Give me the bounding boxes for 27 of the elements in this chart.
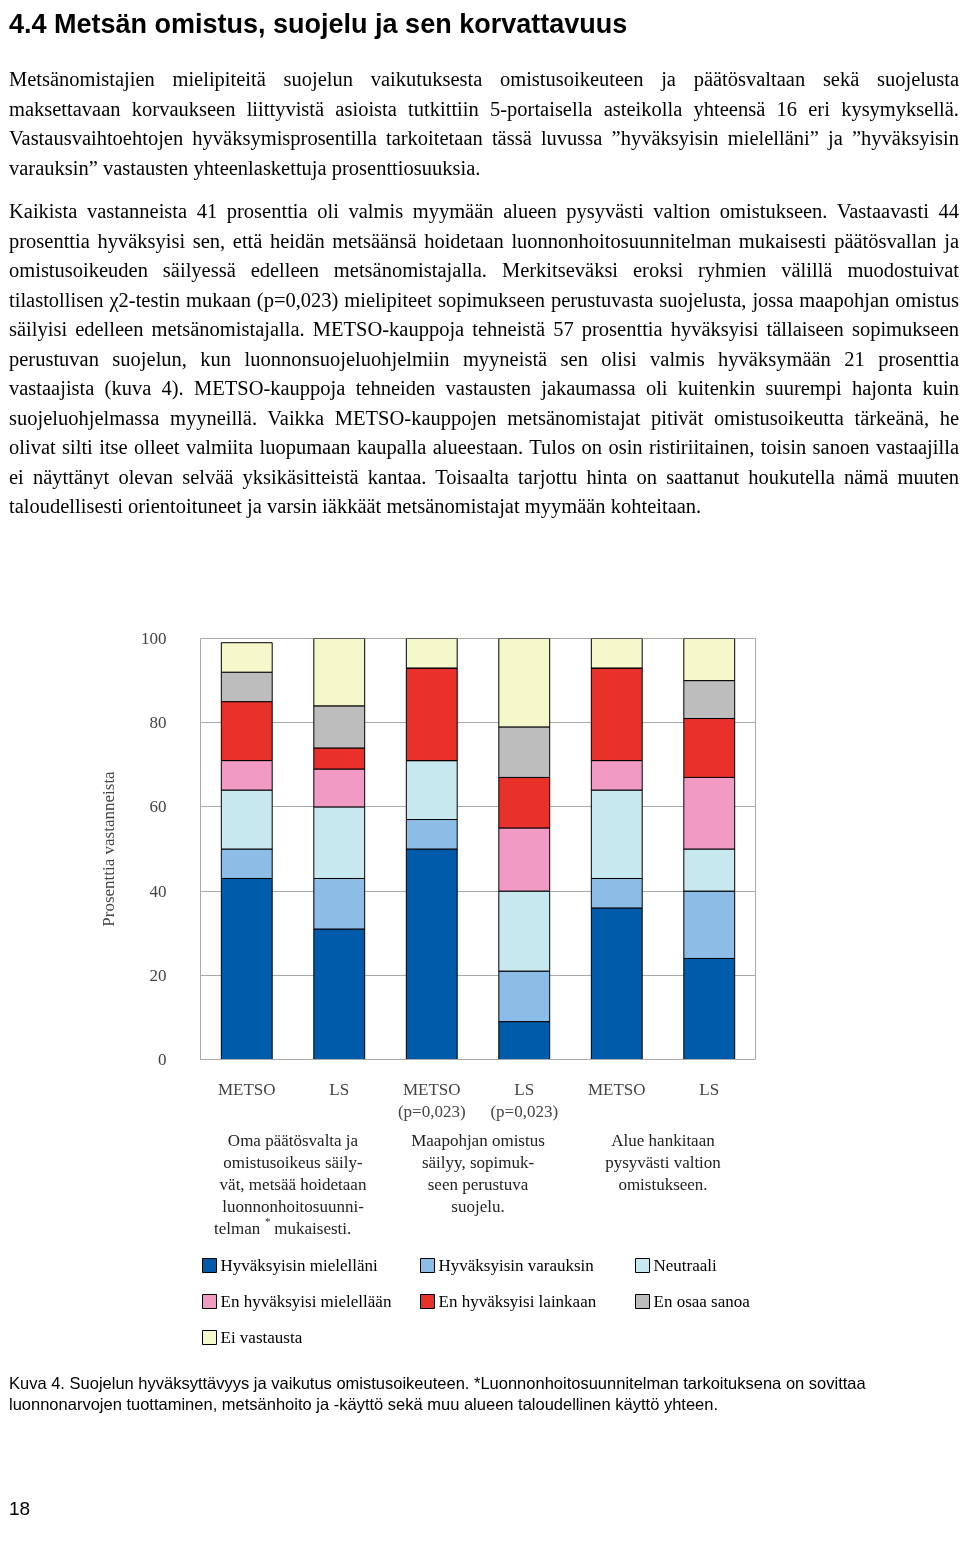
text: Metsänomistajien mielipiteitä suojelun vaikutuksesta omistusoikeuteen ja päätösvaltaan sekä suojelusta maksettavaan korvaukseen liittyvistä asioista tutkittiin 5-portaisella asteikolla yhteensä 16 eri kysymyksellä. Vastausvaihtoehtojen hyväksymisprosentilla tarkoitetaan tässä luvussa ”hyväksyisin mielelläni” ja ”hyväksyisin varauksin” vastausten yhteenlaskettuja prosenttiosuuksia. Kaikista vastanneista 41 prosenttia oli valmis myymään alueen pysyvästi valtion omistukseen. Vastaavasti 44 prosenttia hyväksyisi sen, että heidän metsäänsä hoidetaan luonnonhoitosuunnitelman mukaisesti päätösvallan ja omistusoikeuden säilyessä edelleen metsänomistajalla. Merkitseväksi eroksi ryhmien välillä muodostuivat tilastollisen χ2-testin mukaan (p=0,023) mielipiteet sopimukseen perustuvasta suojelusta, jossa maapohjan omistus säilyisi edelleen metsänomistajalla. METSO-kauppoja tehneistä 57 prosenttia hyväksyisi tällaiseen sopimukseen perustuvan suojelun, kun luonnonsuojeluohjelmiin myyneistä sen olisi valmis hyväksymään 21 prosenttia vastaajista (kuva 4). METSO-kauppoja tehneiden vastausten jakaumassa oli kuitenkin suurempi hajonta kuin suojeluohjelmassa myyneillä. Vaikka METSO-kauppojen metsänomistajat pitivät omistusoikeutta tärkeänä, he olivat silti itse olleet valmiita luopumaan kaupalla alueestaan. Tulos on osin ristiriitainen, toisin sanoen vastaajilla ei näyttänyt olevan selvää yksikäsitteistä kantaa. Toisaalta tarjottu hinta on saattanut houkutella nämä muuten taloudellisesti orientoituneet ja varsin iäkkäät metsänomistajat myymään kohteitaan. — [9, 68, 959, 517]
text: Alue hankitaan pysyvästi valtion omistukseen. — [605, 1130, 722, 1194]
y-tick-label: 60 — [149, 797, 167, 817]
legend-label: Ei vastausta — [220, 1328, 303, 1347]
y-tick-label: 0 — [158, 1050, 167, 1069]
x-tick-label: LS — [699, 1079, 720, 1099]
legend-label: En osaa sanoa — [653, 1292, 751, 1311]
y-tick-label: 80 — [149, 713, 167, 733]
legend-label: Hyväksyisin mielelläni — [220, 1256, 378, 1275]
y-tick-label: 100 — [141, 629, 167, 648]
x-tick-label: METSO — [217, 1079, 276, 1099]
x-tick-label: LS (p=0,023) — [490, 1079, 559, 1122]
chart-title: 4.4 Metsän omistus, suojelu ja sen korvattavuus — [9, 8, 628, 41]
text: Maapohjan omistus säilyy, sopimuk- seen perustuva suojelu. — [411, 1130, 545, 1216]
y-tick-label: 20 — [149, 965, 167, 985]
legend-label: Hyväksyisin varauksin — [438, 1256, 595, 1275]
text: Oma päätösvalta ja omistusoikeus säily- vät, metsää hoidetaan luonnonhoitosuunni- telman* mukaisesti. — [213, 1130, 367, 1238]
x-tick-label: METSO — [587, 1079, 646, 1099]
y-axis-title: Prosenttia vastanneista — [99, 770, 118, 927]
y-tick-label: 40 — [149, 881, 167, 901]
x-tick-label: LS — [329, 1079, 350, 1099]
x-tick-label: METSO (p=0,023) — [397, 1079, 466, 1122]
legend-label: En hyväksyisi mielellään — [220, 1292, 392, 1311]
text: Kuva 4. Suojelun hyväksyttävyys ja vaikutus omistusoikeuteen. *Luonnonhoitosuunnitelman tarkoituksena on sovittaa luonnonarvojen tuottaminen, metsänhoito ja -käyttö sekä muu alueen taloudellinen käyttö yhteen. — [9, 1373, 867, 1415]
legend-label: En hyväksyisi lainkaan — [438, 1292, 597, 1311]
legend-label: Neutraali — [653, 1256, 718, 1275]
text: 18 — [9, 1497, 31, 1521]
